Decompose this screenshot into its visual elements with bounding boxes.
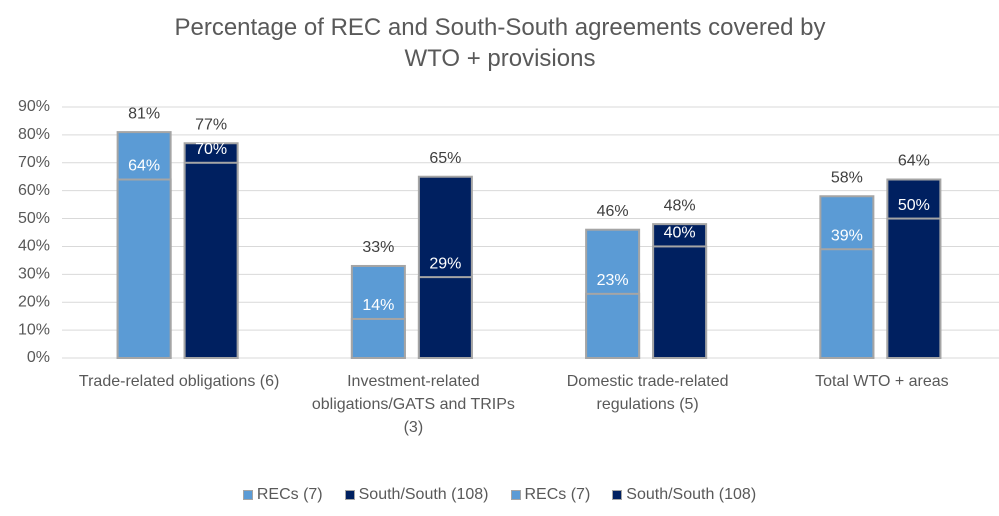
x-tick-label-box: Trade-related obligations (6): [78, 373, 280, 390]
legend: RECs (7) South/South (108) RECs (7) South/S…: [0, 486, 999, 504]
y-tick-label: 40%: [18, 238, 50, 255]
data-label: 70%: [195, 141, 227, 158]
legend-swatch: [344, 490, 355, 500]
y-tick-label: 50%: [18, 210, 50, 227]
data-label: 14%: [362, 297, 394, 314]
y-tick-label: 20%: [18, 293, 50, 310]
data-label: 77%: [195, 116, 227, 133]
legend-label: RECs (7): [524, 486, 591, 503]
legend-label: South/South (108): [358, 486, 489, 503]
data-label: 81%: [128, 105, 160, 122]
legend-swatch: [510, 490, 521, 500]
bar: [116, 178, 172, 359]
data-label: 48%: [664, 197, 696, 214]
plot: 0% 10% 20% 30% 40% 50% 60% 70% 80% 90% Trade-relat…: [18, 98, 999, 436]
chart-title: Percentage of REC and South-South agreem…: [174, 14, 826, 72]
data-label: 58%: [831, 169, 863, 186]
y-tick-label: 30%: [18, 266, 50, 283]
bar: [417, 276, 473, 359]
x-tick-label: Investment-related obligations/GATS and …: [311, 373, 515, 436]
y-tick-label: 70%: [18, 154, 50, 171]
x-tick-label: Trade-related obligations (6): [78, 373, 280, 390]
data-label: 39%: [831, 227, 863, 244]
x-tick-label-box: Investment-related obligations/GATS and …: [311, 373, 515, 436]
data-label: 64%: [898, 153, 930, 170]
legend-label: South/South (108): [626, 486, 757, 503]
legend-item: South/South (108): [344, 486, 489, 504]
x-tick-label: Domestic trade-related regulations (5): [566, 373, 729, 413]
data-label: 50%: [898, 197, 930, 214]
x-tick-label-box: Domestic trade-related regulations (5): [566, 373, 729, 413]
y-tick-label: 10%: [18, 321, 50, 338]
data-label: 23%: [597, 272, 629, 289]
data-label: 33%: [362, 239, 394, 256]
bar: [350, 317, 406, 360]
bar: [585, 292, 641, 360]
legend-swatch: [612, 490, 623, 500]
bar: [819, 248, 875, 360]
legend-item: South/South (108): [612, 486, 756, 504]
data-label: 64%: [128, 158, 160, 175]
y-tick-label: 90%: [18, 98, 50, 115]
x-tick-label: Total WTO + areas: [815, 373, 949, 390]
legend-item: RECs (7): [510, 486, 591, 504]
data-label: 29%: [429, 255, 461, 272]
y-tick-label: 0%: [27, 349, 50, 366]
bar: [652, 245, 708, 359]
y-tick-label: 80%: [18, 126, 50, 143]
legend-label: RECs (7): [256, 486, 323, 503]
data-label: 40%: [664, 225, 696, 242]
legend-item: RECs (7): [242, 486, 323, 504]
legend-swatch: [242, 490, 253, 500]
bar: [183, 161, 239, 359]
data-label: 65%: [429, 150, 461, 167]
data-label: 46%: [597, 203, 629, 220]
x-tick-label-box: Total WTO + areas: [815, 373, 949, 390]
y-tick-label: 60%: [18, 182, 50, 199]
bar: [886, 217, 942, 359]
